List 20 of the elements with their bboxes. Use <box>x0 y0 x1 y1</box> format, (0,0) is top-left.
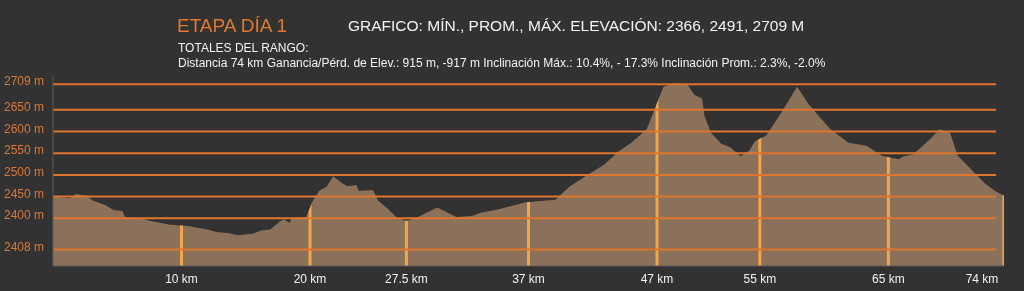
y-tick-label: 2600 m <box>4 121 45 136</box>
y-tick-label: 2550 m <box>4 143 45 158</box>
x-tick-label: 27.5 km <box>385 272 428 287</box>
text: Distancia 74 km Ganancia/Pérd. de Elev.: 915 m, -917 m Inclinación Máx.: 10.4%, - 17.3% Inclinación Prom.: 2.3%, -2.0% <box>178 56 826 70</box>
y-tick-label: 2450 m <box>4 186 45 201</box>
y-tick-label: 2400 m <box>4 208 45 223</box>
x-tick-label: 65 km <box>871 272 905 287</box>
x-tick-label: 37 km <box>512 272 545 287</box>
text: TOTALES DEL RANGO: <box>178 41 309 55</box>
y-tick-label: 2709 m <box>4 74 45 89</box>
x-tick-label: 55 km <box>743 272 777 287</box>
y-tick-label: 2500 m <box>4 165 45 180</box>
x-tick-label: 47 km <box>640 272 674 287</box>
x-tick-label: 10 km <box>165 272 198 287</box>
chart-subtitle: GRAFICO: MÍN., PROM., MÁX. ELEVACIÓN: 2366, 2491, 2709 M <box>348 17 805 34</box>
y-tick-label: 2650 m <box>4 100 45 115</box>
ref-line-label: 2408 m <box>4 239 45 254</box>
x-tick-label: 20 km <box>293 272 327 287</box>
x-tick-label: 74 km <box>965 272 999 287</box>
chart-title: ETAPA DÍA 1 <box>177 15 288 36</box>
